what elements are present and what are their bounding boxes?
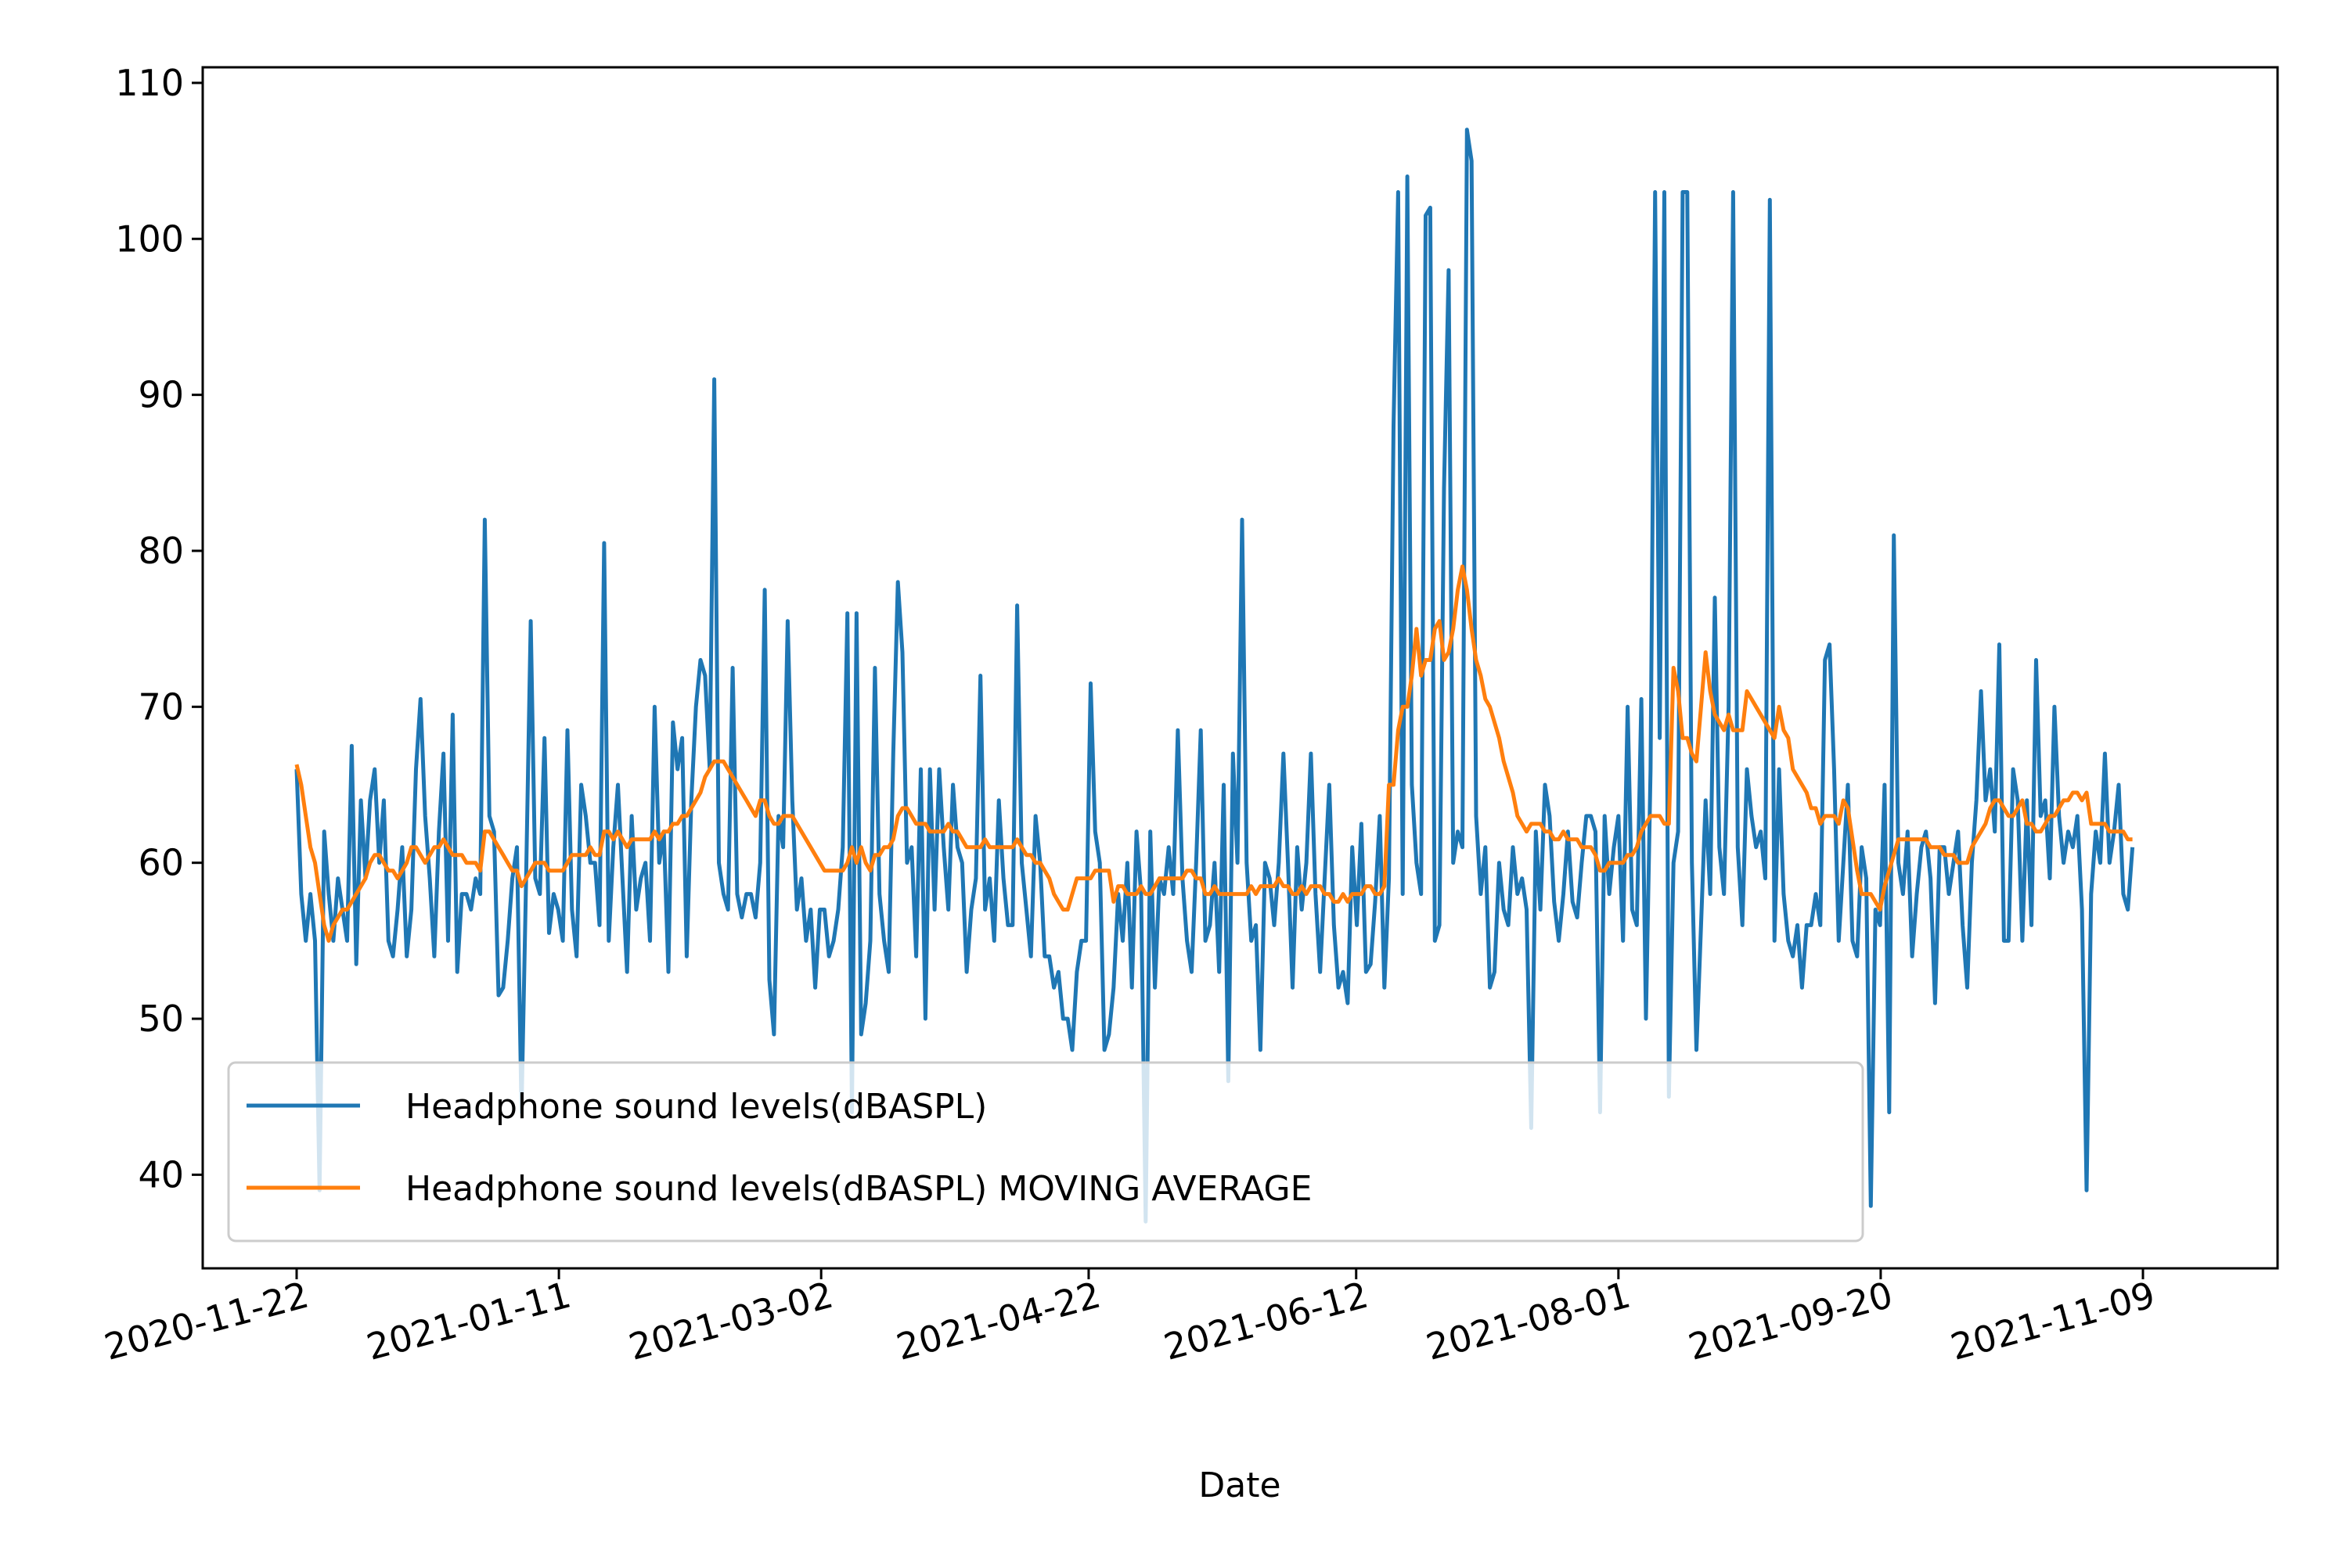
x-axis-label: Date (1198, 1466, 1280, 1505)
y-tick-label: 40 (138, 1153, 184, 1196)
series-line-moving-average (294, 564, 2133, 943)
y-tick-label: 100 (115, 218, 184, 260)
legend-frame (227, 1061, 1864, 1243)
y-tick-label: 50 (138, 998, 184, 1040)
y-tick-label: 90 (138, 374, 184, 416)
y-tick-label: 60 (138, 842, 184, 884)
legend-label-moving-average: Headphone sound levels(dBASPL) MOVING AV… (405, 1169, 1312, 1209)
series-line-headphone-levels (294, 128, 2135, 1224)
y-axis: 40 50 60 70 80 90 100 110 (115, 62, 203, 1196)
plot-area (294, 128, 2135, 1224)
axes-frame (201, 66, 2279, 1270)
y-tick-label: 70 (138, 685, 184, 728)
legend-label-headphone-levels: Headphone sound levels(dBASPL) (405, 1087, 987, 1127)
y-tick-label: 80 (138, 530, 184, 572)
legend: Headphone sound levels(dBASPL) Headphone… (227, 1061, 1864, 1243)
y-tick-label: 110 (115, 62, 184, 104)
